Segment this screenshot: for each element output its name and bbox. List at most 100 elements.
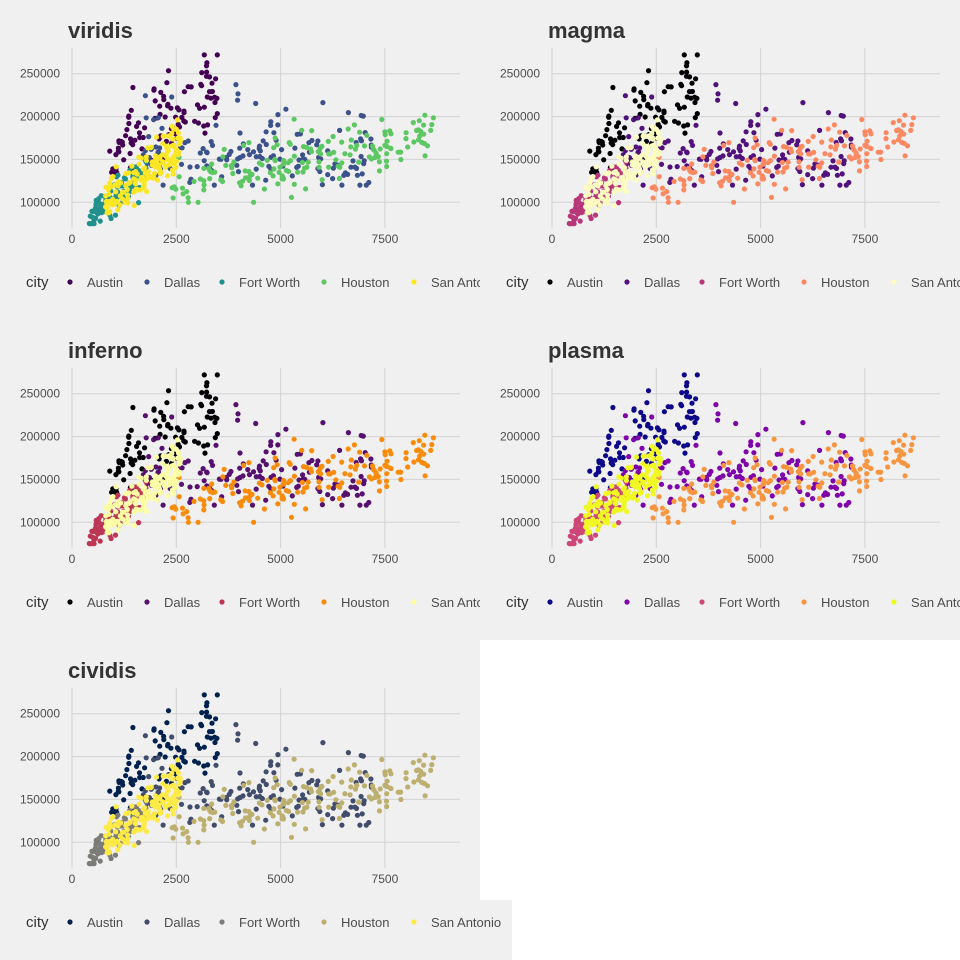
- data-point: [864, 483, 870, 490]
- data-point: [246, 808, 252, 815]
- data-point: [211, 822, 217, 828]
- data-point: [316, 164, 322, 170]
- legend-label: Dallas: [164, 915, 201, 930]
- data-point: [124, 192, 131, 198]
- data-point: [275, 501, 281, 507]
- data-point: [767, 141, 773, 147]
- data-point: [376, 479, 382, 485]
- data-point: [645, 468, 651, 474]
- data-point: [371, 467, 377, 473]
- data-point: [256, 160, 262, 166]
- data-point: [136, 770, 143, 776]
- data-point: [292, 465, 298, 471]
- data-point: [144, 508, 150, 515]
- data-point: [599, 196, 606, 202]
- data-point: [160, 182, 166, 188]
- data-point: [203, 713, 210, 719]
- data-point: [165, 708, 172, 714]
- data-point: [645, 133, 651, 139]
- data-point: [127, 470, 133, 477]
- data-point: [107, 180, 113, 186]
- data-point: [116, 139, 122, 145]
- data-point: [354, 492, 360, 498]
- data-point: [257, 468, 263, 474]
- data-point: [171, 126, 177, 132]
- legend-label: Austin: [567, 595, 603, 610]
- data-point: [165, 773, 171, 779]
- data-point: [421, 442, 427, 448]
- data-point: [111, 841, 117, 847]
- x-tick-label: 2500: [163, 872, 190, 886]
- data-point: [316, 484, 322, 490]
- data-point: [649, 505, 655, 511]
- data-point: [384, 778, 390, 784]
- data-point: [270, 173, 276, 179]
- data-point: [145, 809, 151, 815]
- data-point: [718, 183, 724, 189]
- data-point: [348, 137, 354, 143]
- data-point: [330, 816, 336, 822]
- data-point: [896, 118, 902, 124]
- data-point: [634, 497, 640, 503]
- data-point: [204, 469, 210, 475]
- data-point: [93, 837, 99, 843]
- data-point: [213, 122, 219, 128]
- data-point: [160, 461, 166, 467]
- data-point: [624, 188, 630, 195]
- legend-key: [321, 599, 327, 605]
- data-point: [326, 164, 332, 170]
- data-point: [677, 425, 683, 431]
- series-san-antonio: [103, 757, 183, 856]
- y-tick-label: 100000: [500, 195, 540, 209]
- data-point: [681, 372, 687, 378]
- data-point: [178, 801, 185, 807]
- data-point: [375, 794, 381, 800]
- data-point: [205, 762, 211, 768]
- data-point: [754, 142, 760, 148]
- data-point: [783, 186, 789, 192]
- data-point: [430, 755, 436, 761]
- data-point: [736, 480, 742, 486]
- data-point: [827, 152, 833, 158]
- data-point: [201, 178, 207, 184]
- data-point: [720, 153, 726, 159]
- data-point: [240, 473, 246, 479]
- data-point: [140, 134, 146, 141]
- legend-key: [624, 599, 630, 605]
- data-point: [621, 165, 628, 171]
- data-point: [179, 434, 185, 440]
- data-point: [642, 152, 648, 159]
- data-point: [640, 461, 646, 467]
- legend-key: [547, 599, 553, 605]
- data-point: [690, 169, 696, 176]
- data-point: [295, 169, 301, 175]
- data-point: [587, 468, 593, 474]
- data-point: [115, 847, 121, 853]
- data-point: [238, 823, 244, 829]
- data-point: [645, 173, 651, 179]
- data-point: [204, 380, 210, 386]
- data-point: [592, 212, 599, 218]
- data-point: [264, 477, 270, 483]
- x-tick-label: 7500: [372, 552, 399, 566]
- data-point: [679, 390, 685, 396]
- data-point: [694, 431, 700, 437]
- data-point: [771, 116, 777, 122]
- data-point: [214, 692, 220, 698]
- data-point: [178, 161, 185, 167]
- data-point: [799, 177, 805, 183]
- data-point: [822, 471, 828, 477]
- data-point: [230, 170, 236, 177]
- data-point: [279, 467, 285, 473]
- data-point: [883, 456, 889, 462]
- data-point: [755, 181, 761, 187]
- y-tick-label: 150000: [20, 152, 60, 166]
- data-point: [771, 501, 777, 507]
- data-point: [246, 460, 252, 466]
- data-point: [741, 186, 747, 192]
- data-point: [300, 809, 306, 815]
- data-point: [429, 442, 435, 448]
- data-point: [862, 452, 868, 458]
- data-point: [640, 453, 646, 459]
- data-point: [134, 811, 140, 817]
